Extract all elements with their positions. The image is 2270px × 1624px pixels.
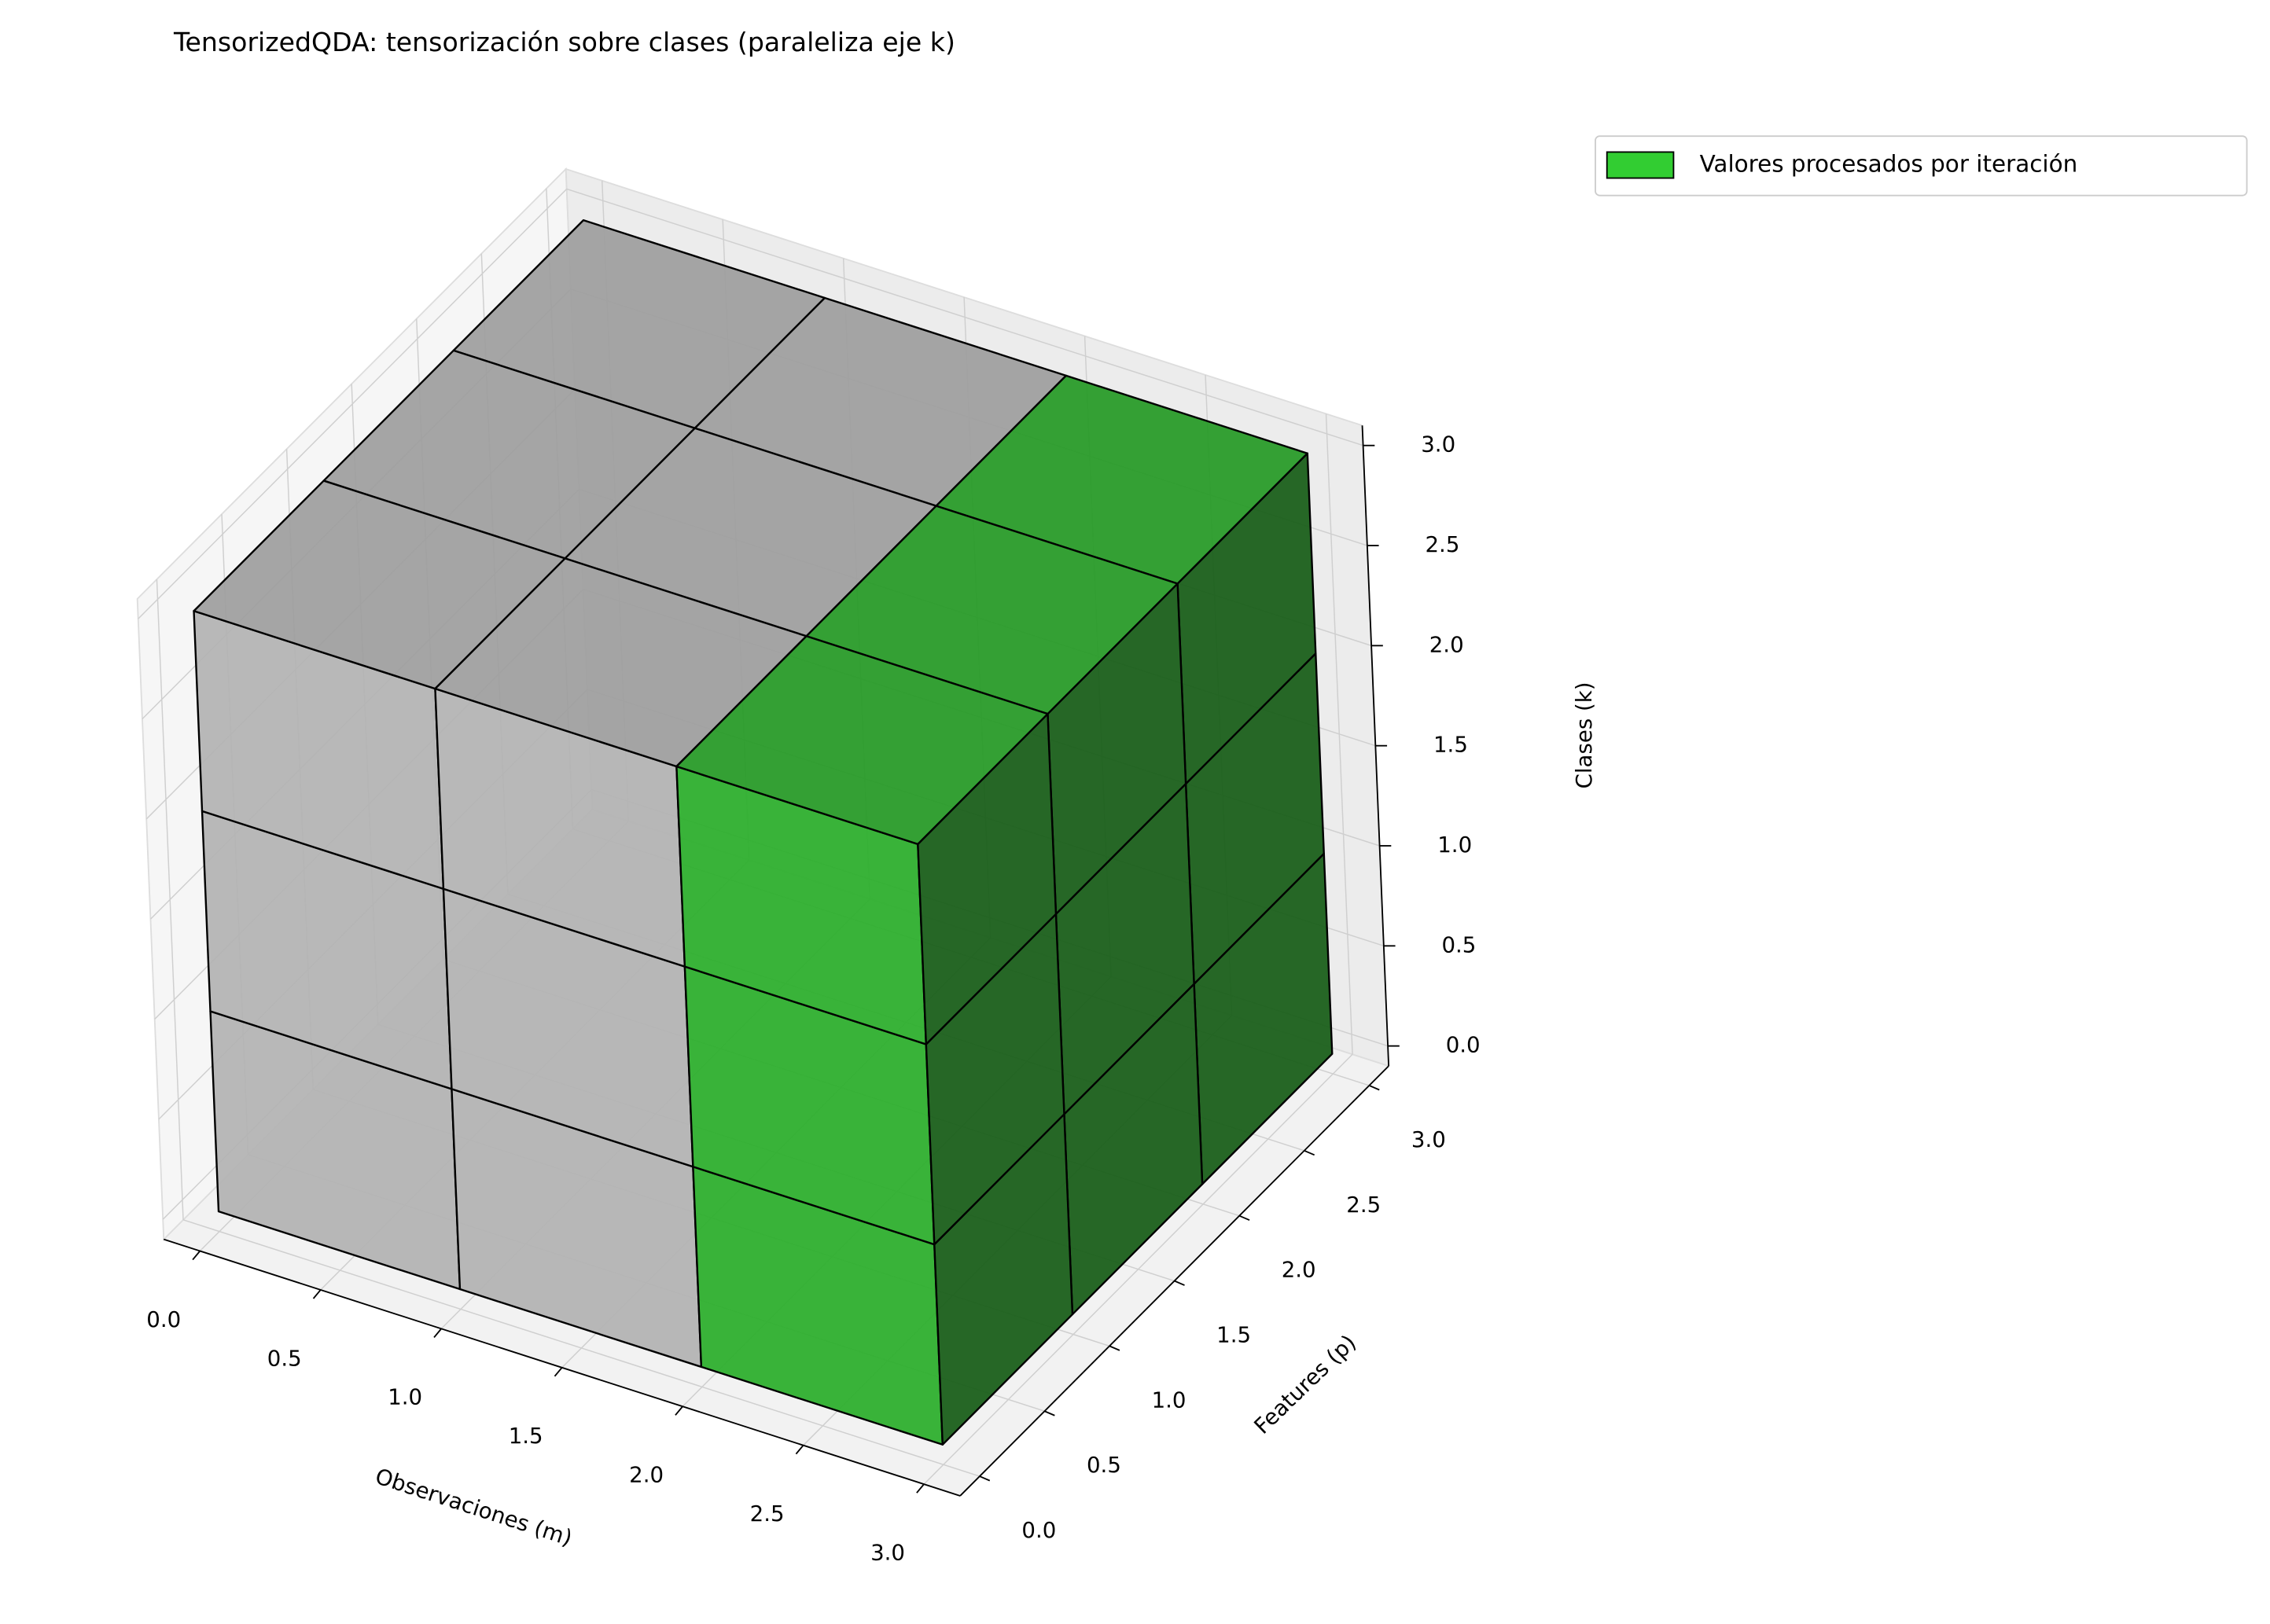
- z-tick-label: 0.0: [1446, 1032, 1481, 1058]
- x-tick-label: 1.5: [509, 1423, 543, 1449]
- tick-mark: [1368, 1085, 1380, 1091]
- x-tick-label: 3.0: [870, 1539, 905, 1565]
- legend: Valores procesados por iteración: [1595, 135, 2248, 197]
- z-axis-label: Clases (k): [1571, 682, 1597, 788]
- y-tick-label: 3.0: [1411, 1126, 1446, 1152]
- axis-line: [163, 1238, 961, 1497]
- y-tick-label: 1.5: [1216, 1321, 1251, 1347]
- z-tick-label: 2.5: [1425, 531, 1459, 557]
- y-tick-label: 2.5: [1346, 1192, 1381, 1218]
- axis-line: [1361, 425, 1390, 1067]
- tick-mark: [1044, 1410, 1055, 1416]
- tick-mark: [795, 1445, 804, 1455]
- tick-mark: [1109, 1345, 1120, 1351]
- grid-line: [182, 1219, 980, 1477]
- tick-mark: [192, 1250, 201, 1261]
- x-tick-label: 1.0: [388, 1384, 422, 1410]
- z-tick-label: 2.0: [1429, 631, 1464, 657]
- z-tick-label: 0.5: [1441, 931, 1476, 957]
- y-tick-label: 1.0: [1152, 1387, 1187, 1413]
- tick-mark: [433, 1328, 442, 1338]
- tick-mark: [979, 1475, 991, 1482]
- tick-mark: [1174, 1280, 1185, 1286]
- x-tick-label: 2.0: [629, 1462, 664, 1488]
- legend-swatch: [1606, 151, 1675, 179]
- axis-line: [959, 1065, 1389, 1497]
- tick-mark: [554, 1367, 563, 1377]
- tick-mark: [675, 1405, 683, 1416]
- z-tick-label: 1.5: [1433, 732, 1468, 758]
- z-tick-label: 1.0: [1437, 832, 1472, 858]
- x-tick-label: 2.5: [750, 1501, 785, 1527]
- x-tick-label: 0.5: [267, 1345, 302, 1371]
- y-tick-label: 0.5: [1087, 1452, 1121, 1478]
- legend-label: Valores procesados por iteración: [1700, 150, 2078, 177]
- grid-line: [566, 188, 1363, 446]
- grid-line: [138, 188, 568, 619]
- highlighted-voxel-face: [675, 635, 1049, 846]
- legend-frame: [1595, 135, 2248, 197]
- tick-mark: [1238, 1214, 1250, 1222]
- y-tick-label: 0.0: [1021, 1517, 1056, 1543]
- y-tick-label: 2.0: [1282, 1257, 1316, 1283]
- tick-mark: [1304, 1149, 1315, 1156]
- chart-title: TensorizedQDA: tensorización sobre clase…: [173, 27, 955, 57]
- z-tick-label: 3.0: [1421, 432, 1455, 457]
- tick-mark: [312, 1289, 322, 1299]
- x-tick-label: 0.0: [146, 1306, 181, 1332]
- tick-mark: [916, 1483, 925, 1494]
